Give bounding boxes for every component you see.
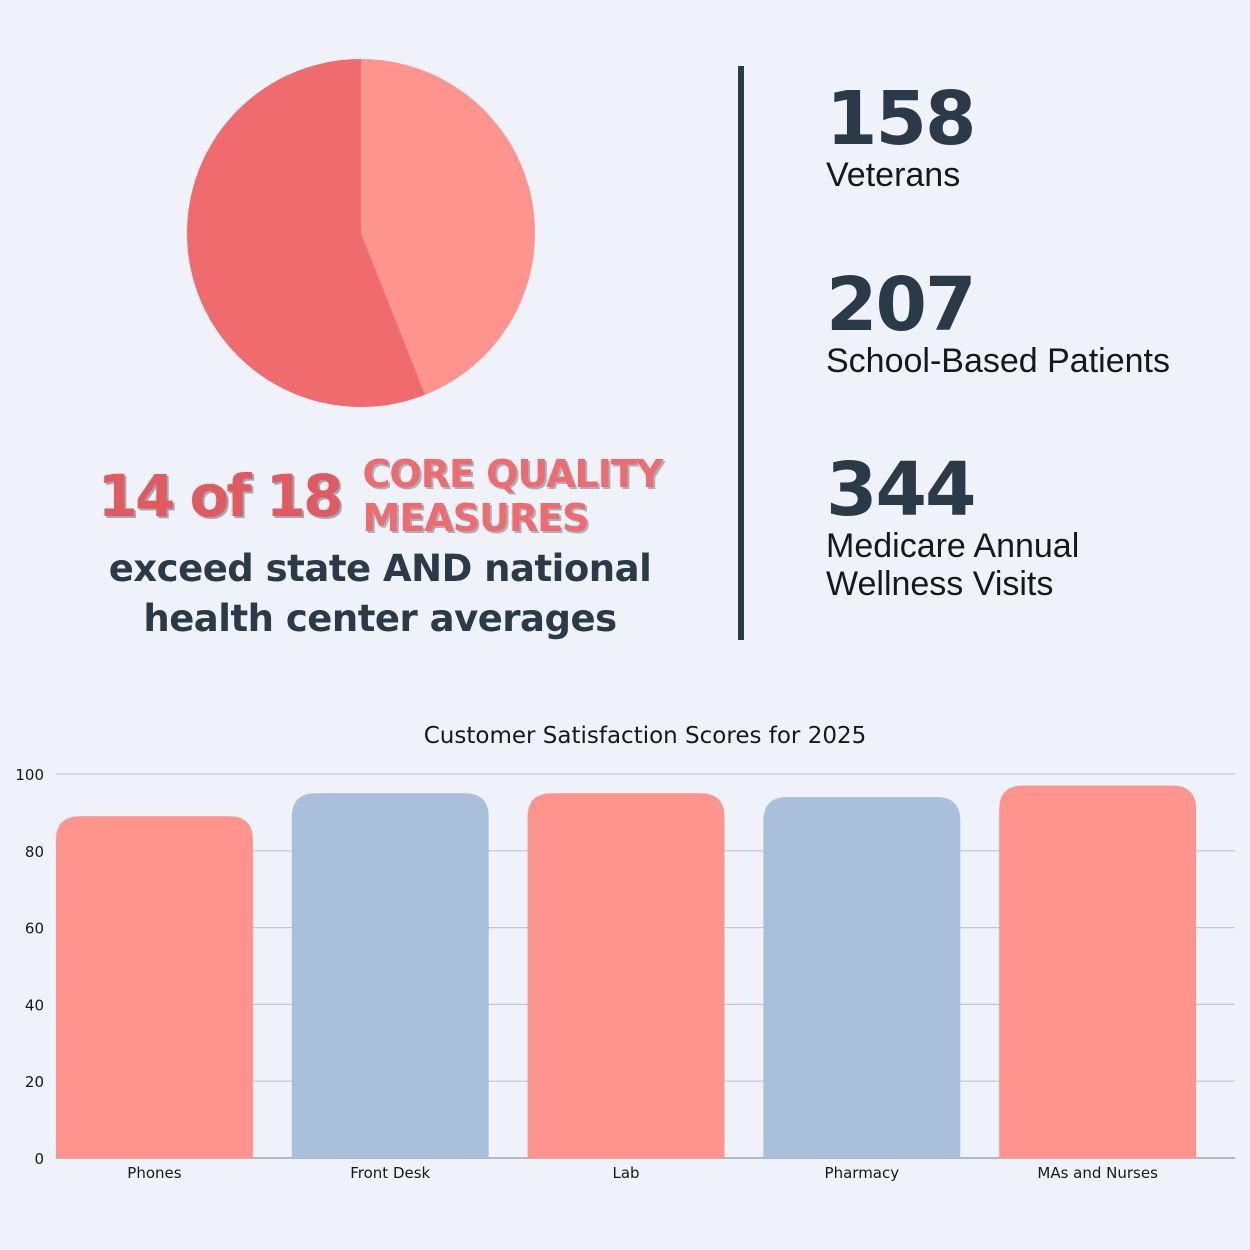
quality-label-line1: CORE QUALITY <box>362 452 664 496</box>
chart-title: Customer Satisfaction Scores for 2025 <box>424 723 867 749</box>
stat-label-line1: Veterans <box>826 156 961 194</box>
quality-count: 14 of 18 <box>97 462 344 530</box>
stat-label: Veterans <box>826 156 974 194</box>
stat-number: 207 <box>826 262 976 348</box>
quality-subtitle: exceed state AND national health center … <box>40 544 720 644</box>
pie-slice <box>361 59 535 395</box>
bar <box>527 793 725 1158</box>
stat-medicare-wellness-visits: 344 Medicare Annual Wellness Visits <box>826 453 1079 603</box>
stat-label: Medicare Annual Wellness Visits <box>826 527 1079 603</box>
vertical-divider <box>738 66 744 640</box>
stat-label-line1: Medicare Annual <box>826 527 1080 565</box>
y-tick-label: 40 <box>25 996 44 1014</box>
stat-label-line2: Wellness Visits <box>826 565 1054 603</box>
quality-label-line2: MEASURES <box>362 496 590 540</box>
quality-subtitle-line2: health center averages <box>143 597 617 640</box>
stat-number: 158 <box>826 76 976 162</box>
x-tick-label: Pharmacy <box>825 1164 900 1182</box>
pie-chart <box>186 59 535 407</box>
y-tick-label: 20 <box>25 1073 44 1091</box>
bar <box>763 797 961 1158</box>
bar <box>999 785 1197 1158</box>
stat-label: School-Based Patients <box>826 342 1170 380</box>
x-tick-label: Lab <box>613 1164 640 1182</box>
stat-number: 344 <box>826 447 976 533</box>
quality-measures-block: 14 of 18 CORE QUALITY MEASURES exceed st… <box>40 452 720 644</box>
pie-slice <box>186 59 426 407</box>
stat-school-based-patients: 207 School-Based Patients <box>826 268 1170 380</box>
quality-subtitle-line1: exceed state AND national <box>108 547 652 590</box>
stat-label-line1: School-Based Patients <box>826 342 1170 380</box>
satisfaction-bar-chart: Customer Satisfaction Scores for 2025 0 2… <box>15 723 1235 1182</box>
quality-label: CORE QUALITY MEASURES <box>362 452 664 540</box>
stat-veterans: 158 Veterans <box>826 76 976 194</box>
bar <box>56 816 253 1158</box>
x-tick-label: Front Desk <box>350 1164 430 1182</box>
y-tick-label: 80 <box>25 843 44 861</box>
y-tick-label: 60 <box>25 920 44 938</box>
y-tick-label: 100 <box>15 766 44 784</box>
x-tick-label: Phones <box>127 1164 181 1182</box>
bar <box>291 793 489 1158</box>
x-tick-label: MAs and Nurses <box>1037 1164 1158 1182</box>
y-tick-label: 0 <box>34 1150 44 1168</box>
